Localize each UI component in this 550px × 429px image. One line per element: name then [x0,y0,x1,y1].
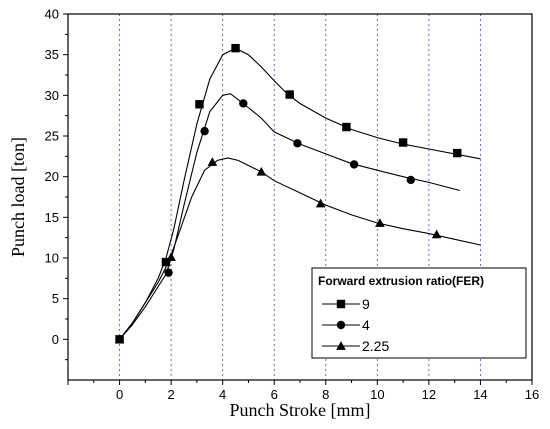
square-marker [161,257,171,267]
triangle-marker [375,218,385,227]
legend-item: 9 [322,296,370,312]
triangle-marker [166,252,176,262]
triangle-marker [114,334,125,344]
series-group [114,43,481,344]
y-tick-label: 35 [45,47,59,62]
triangle-marker [336,341,346,350]
x-tick-label: 10 [370,387,384,402]
square-marker [398,138,408,147]
square-marker [453,148,462,158]
square-marker [195,100,204,109]
series-line [119,93,460,340]
legend-items: 942.25 [322,296,389,354]
circle-marker [336,320,346,330]
circle-marker [293,139,302,148]
square-marker [231,43,240,53]
y-tick-label: 10 [45,251,59,266]
y-tick-label: 0 [52,332,59,347]
triangle-marker [256,166,267,176]
circle-marker [406,175,416,185]
square-marker [285,90,294,99]
x-tick-label: 6 [271,387,278,402]
series-triangle [114,157,481,344]
triangle-marker [431,229,442,239]
axis-ticks: 0 2 4 6 8 10 12 14 16 0 5 10 15 20 25 30 35 40 [45,7,540,403]
legend-item: 4 [322,317,370,333]
y-tick-label: 25 [45,129,59,144]
circle-marker [239,99,248,108]
legend-item: 2.25 [322,338,389,354]
x-tick-label: 8 [322,387,329,402]
y-tick-label: 30 [45,88,59,103]
x-tick-label: 4 [219,387,226,402]
legend: Forward extrusion ratio(FER) 942.25 [311,267,527,359]
legend-box [311,267,527,359]
circle-marker [164,268,173,277]
legend-label: 4 [362,317,370,333]
x-axis-title: Punch Stroke [mm] [230,400,371,420]
triangle-marker [315,198,326,208]
x-tick-label: 16 [525,387,539,402]
x-tick-label: 0 [116,387,123,402]
circle-marker [349,160,359,169]
x-tick-label: 14 [473,387,487,402]
x-tick-label: 2 [167,387,174,402]
circle-marker [200,126,209,136]
y-tick-label: 20 [45,169,59,184]
y-tick-label: 5 [52,291,59,306]
triangle-marker [207,157,218,166]
series-line [119,157,481,340]
legend-title: Forward extrusion ratio(FER) [318,274,484,288]
x-tick-label: 12 [422,387,436,402]
legend-label: 2.25 [362,338,389,354]
square-marker [336,299,346,309]
y-tick-label: 40 [45,7,59,22]
square-marker [342,122,351,132]
legend-label: 9 [362,296,370,312]
y-axis-title: Punch load [ton] [8,137,28,257]
y-tick-label: 15 [45,210,59,225]
